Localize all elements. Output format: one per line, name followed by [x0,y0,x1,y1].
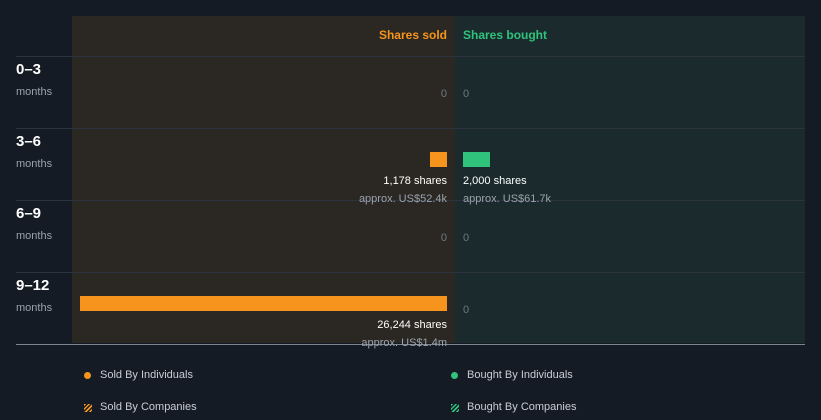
axis-line [16,344,805,345]
sold-bar [80,296,447,311]
sold-panel [72,16,455,343]
period-unit: months [16,302,53,314]
legend-label: Sold By Individuals [100,369,193,381]
legend-dot-icon [84,372,91,379]
row-divider [16,200,805,201]
period-label: 0–3 [16,61,42,78]
period-label: 9–12 [16,277,50,294]
bought-zero-label: 0 [463,232,470,244]
period-label: 6–9 [16,205,42,222]
row-divider [16,128,805,129]
period-label: 3–6 [16,133,42,150]
row-divider [16,272,805,273]
bought-panel [455,16,805,343]
sold-value-label: approx. US$52.4k [358,193,447,205]
bought-zero-label: 0 [463,88,470,100]
period-unit: months [16,230,53,242]
sold-shares-label: 26,244 shares [377,319,447,331]
sold-shares-label: 1,178 shares [383,175,447,187]
bought-bar [463,152,490,167]
legend-label: Bought By Companies [467,401,577,413]
period-unit: months [16,86,53,98]
legend-label: Sold By Companies [100,401,197,413]
bought-zero-label: 0 [463,304,470,316]
sold-value-label: approx. US$1.4m [361,337,447,349]
bought-value-label: approx. US$61.7k [463,193,552,205]
period-unit: months [16,158,53,170]
bought-shares-label: 2,000 shares [463,175,527,187]
header-shares-sold: Shares sold [378,28,447,42]
sold-bar [430,152,447,167]
sold-zero-label: 0 [440,232,447,244]
legend-dot-icon [451,372,458,379]
sold-zero-label: 0 [440,88,447,100]
legend-label: Bought By Individuals [467,369,573,381]
row-divider [16,56,805,57]
header-shares-bought: Shares bought [463,28,548,42]
legend-hatch-icon [84,404,92,412]
legend-hatch-icon [451,404,459,412]
